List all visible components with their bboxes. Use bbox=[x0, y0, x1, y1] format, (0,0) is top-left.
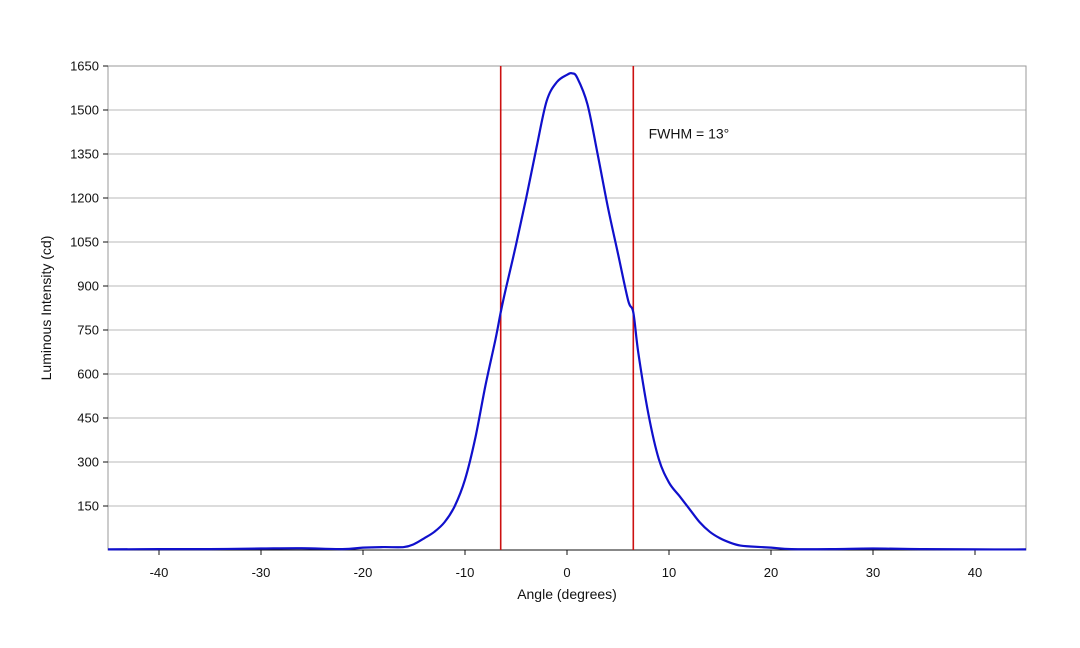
plot-area-frame bbox=[107, 65, 1027, 551]
y-tick-label: 1500 bbox=[70, 103, 99, 118]
series-line bbox=[107, 72, 1027, 551]
x-tick-label: -30 bbox=[252, 565, 271, 580]
y-tick-label: 1200 bbox=[70, 191, 99, 206]
x-tick-label: 20 bbox=[764, 565, 778, 580]
y-tick-label: 750 bbox=[77, 323, 99, 338]
x-tick-label: -10 bbox=[456, 565, 475, 580]
x-axis-label: Angle (degrees) bbox=[517, 586, 617, 602]
fwhm-lines bbox=[499, 66, 635, 550]
y-tick-label: 1650 bbox=[70, 59, 99, 74]
y-tick-label: 600 bbox=[77, 367, 99, 382]
y-tick-label: 300 bbox=[77, 455, 99, 470]
y-tick-label: 900 bbox=[77, 279, 99, 294]
series-group bbox=[107, 72, 1027, 551]
fwhm-annotation: FWHM = 13° bbox=[649, 125, 730, 141]
grid-lines bbox=[108, 65, 1026, 507]
y-tick-label: 1350 bbox=[70, 147, 99, 162]
x-tick-label: 30 bbox=[866, 565, 880, 580]
annotations: FWHM = 13° bbox=[649, 125, 730, 141]
x-tick-label: 10 bbox=[662, 565, 676, 580]
x-tick-label: -40 bbox=[150, 565, 169, 580]
x-axis-ticks: -40 -30 -20 -10 0 10 20 30 40 bbox=[150, 550, 982, 580]
y-tick-label: 1050 bbox=[70, 235, 99, 250]
y-axis-ticks: 150 300 450 600 750 900 1050 1200 1350 1500 1650 bbox=[70, 59, 108, 514]
y-tick-label: 150 bbox=[77, 499, 99, 514]
x-tick-label: 40 bbox=[968, 565, 982, 580]
x-tick-label: -20 bbox=[354, 565, 373, 580]
y-tick-label: 450 bbox=[77, 411, 99, 426]
y-axis-label: Luminous Intensity (cd) bbox=[38, 236, 54, 381]
x-tick-label: 0 bbox=[563, 565, 570, 580]
